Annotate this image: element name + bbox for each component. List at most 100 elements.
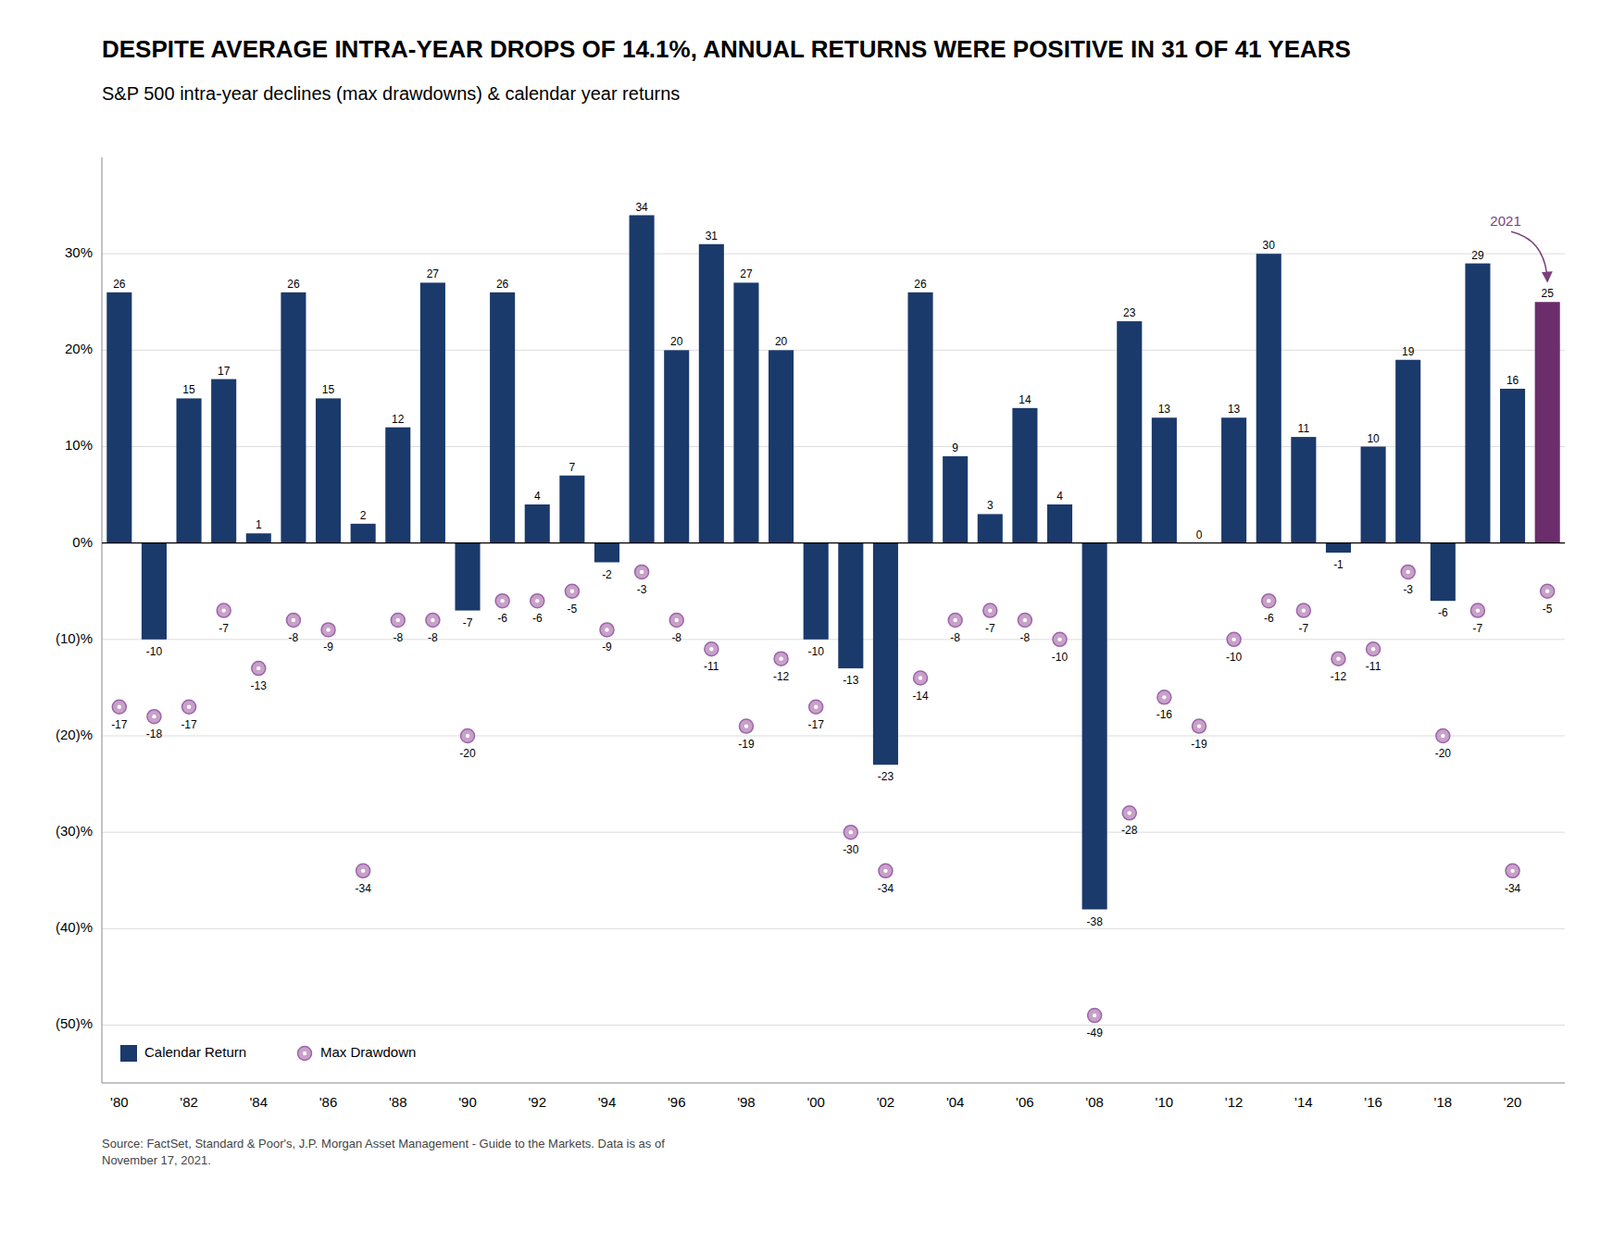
- grid-line: [101, 638, 1565, 640]
- bar: [908, 292, 934, 544]
- bar: [699, 244, 725, 544]
- bar-label: 2: [360, 509, 367, 523]
- drawdown-marker: [251, 662, 266, 676]
- drawdown-label: -6: [532, 612, 543, 625]
- drawdown-marker: [1192, 719, 1207, 734]
- drawdown-marker: [913, 671, 928, 686]
- bar: [489, 292, 515, 544]
- y-tick-label: (40)%: [55, 919, 93, 936]
- drawdown-marker: [809, 700, 824, 714]
- bar-label: 16: [1506, 374, 1520, 388]
- drawdown-marker: [1366, 642, 1381, 657]
- marker-center: [918, 675, 923, 680]
- bar: [1221, 417, 1247, 543]
- bar: [211, 379, 237, 544]
- bar-label: 26: [287, 277, 300, 291]
- drawdown-label: -8: [392, 631, 403, 645]
- source-line: November 17, 2021.: [101, 1153, 212, 1168]
- bar: [1395, 360, 1421, 544]
- drawdown-marker: [1540, 584, 1555, 599]
- drawdown-label: -8: [427, 631, 438, 645]
- bar-label: -13: [842, 674, 860, 688]
- x-tick-label: '92: [527, 1094, 547, 1111]
- annotation-arrow: [1511, 231, 1548, 282]
- marker-center: [1266, 599, 1271, 603]
- drawdown-label: -12: [773, 670, 790, 684]
- drawdown-marker: [216, 603, 231, 618]
- bar-label: 26: [112, 277, 126, 291]
- bar-label: 9: [951, 441, 959, 455]
- drawdown-label: -20: [459, 747, 476, 761]
- drawdown-marker: [1017, 613, 1032, 628]
- bar: [803, 543, 829, 640]
- marker-center: [1231, 637, 1236, 642]
- bar: [663, 350, 689, 543]
- drawdown-label: -3: [637, 583, 648, 597]
- drawdown-label: -3: [1402, 583, 1413, 597]
- drawdown-label: -11: [703, 660, 720, 674]
- bar-label: 15: [182, 383, 196, 397]
- bar: [1290, 437, 1316, 544]
- source-line: Source: FactSet, Standard & Poor's, J.P.…: [101, 1137, 665, 1151]
- x-tick-label: '98: [737, 1094, 756, 1111]
- x-tick-label: '04: [946, 1094, 965, 1111]
- drawdown-marker: [600, 623, 614, 638]
- drawdown-label: -10: [1051, 650, 1069, 664]
- x-tick-label: '14: [1294, 1094, 1313, 1111]
- x-tick-label: '80: [110, 1094, 129, 1111]
- drawdown-marker: [1296, 603, 1311, 618]
- legend: Calendar ReturnMax Drawdown: [120, 1044, 416, 1063]
- y-tick-label: (30)%: [55, 823, 93, 839]
- drawdown-label: -30: [842, 843, 860, 857]
- grid-line: [101, 928, 1565, 930]
- x-tick-label: '00: [806, 1094, 825, 1111]
- bar-label: 27: [426, 267, 440, 281]
- subtitle: S&P 500 intra-year declines (max drawdow…: [101, 83, 680, 104]
- drawdown-label: -7: [1299, 622, 1310, 636]
- drawdown-label: -17: [111, 718, 128, 732]
- y-axis-line: [101, 157, 103, 1084]
- marker-center: [117, 705, 122, 710]
- x-tick-label: '12: [1225, 1094, 1244, 1111]
- bar: [350, 524, 376, 544]
- bar: [280, 292, 306, 544]
- drawdown-label: -17: [808, 718, 825, 732]
- bar: [1500, 388, 1525, 544]
- bar-label: -2: [601, 568, 613, 582]
- bar-label: 13: [1227, 402, 1241, 416]
- bar-label: -10: [808, 645, 825, 659]
- bar-label: 29: [1471, 249, 1485, 263]
- bar-label: 20: [775, 335, 788, 349]
- drawdown-marker: [948, 613, 963, 628]
- drawdown-label: -7: [218, 622, 229, 636]
- marker-center: [1057, 637, 1062, 642]
- x-tick-label: '06: [1015, 1094, 1035, 1111]
- y-tick-label: 0%: [72, 534, 93, 550]
- marker-center: [1092, 1013, 1097, 1018]
- marks: [101, 215, 1565, 1024]
- marker-center: [1127, 811, 1132, 815]
- drawdown-marker: [878, 863, 893, 878]
- x-tick-label: '08: [1085, 1094, 1104, 1111]
- y-tick-label: 30%: [64, 244, 93, 261]
- bar-label: 34: [635, 200, 649, 214]
- x-tick-label: '20: [1503, 1094, 1523, 1111]
- drawdown-label: -5: [1542, 602, 1553, 616]
- marker-center: [291, 618, 296, 623]
- y-tick-label: (50)%: [55, 1015, 93, 1032]
- bar-label: 11: [1298, 422, 1311, 436]
- bar: [106, 292, 132, 544]
- drawdown-marker: [321, 623, 336, 638]
- y-tick-label: 10%: [64, 437, 93, 453]
- bar: [1361, 447, 1387, 544]
- drawdown-label: -34: [877, 882, 895, 896]
- bar: [1116, 321, 1142, 544]
- drawdown-label: -5: [567, 602, 578, 616]
- bar: [1082, 543, 1108, 911]
- bar: [977, 513, 1003, 543]
- marker-center: [535, 599, 539, 603]
- marker-center: [187, 705, 191, 710]
- bar: [176, 398, 202, 543]
- x-tick-label: '90: [458, 1094, 477, 1111]
- drawdown-marker: [1505, 863, 1520, 878]
